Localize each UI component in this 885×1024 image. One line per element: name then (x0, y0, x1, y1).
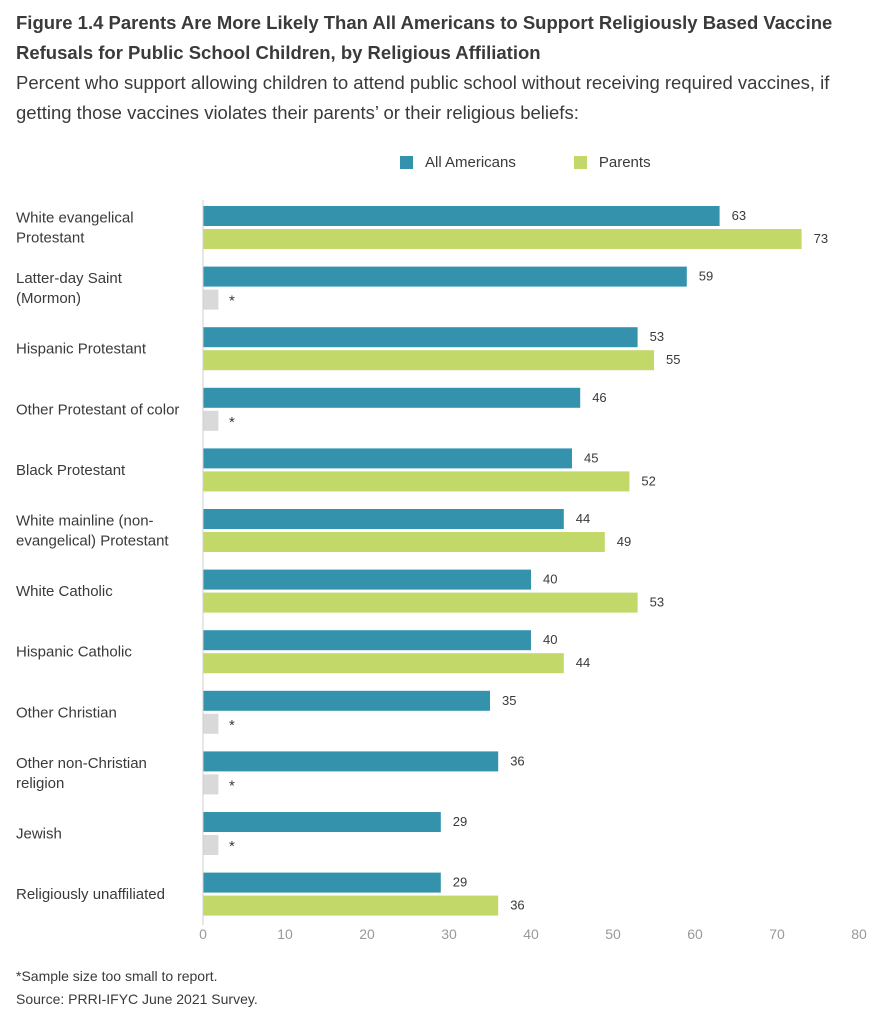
source-note: Source: PRRI-IFYC June 2021 Survey. (16, 991, 258, 1007)
legend-swatch-all-americans (400, 156, 413, 169)
category-label: Hispanic Protestant (16, 341, 147, 358)
bar-parents (203, 229, 802, 249)
data-label-all-americans: 46 (592, 390, 606, 405)
data-label-all-americans: 29 (453, 875, 467, 890)
bar-all-americans (203, 569, 531, 590)
data-label-parents: 36 (510, 898, 524, 913)
legend-swatch-parents (573, 156, 587, 169)
x-tick-label: 70 (769, 926, 785, 942)
bar-all-americans (203, 872, 441, 893)
category-label: White mainline (non-evangelical) Protest… (16, 513, 169, 550)
data-label-all-americans: 35 (502, 693, 516, 708)
data-label-all-americans: 59 (699, 269, 713, 284)
bar-all-americans (203, 206, 720, 226)
legend-item-all-americans: All Americans (400, 154, 516, 171)
not-reported-marker: * (229, 293, 235, 310)
x-tick-label: 80 (851, 926, 867, 942)
bar-parents-not-reported (203, 774, 219, 795)
data-label-all-americans: 29 (453, 814, 467, 829)
data-label-all-americans: 63 (732, 208, 746, 223)
category-label: Religiously unaffiliated (16, 886, 165, 903)
bar-parents-not-reported (203, 835, 219, 855)
bar-all-americans (203, 630, 531, 651)
data-label-all-americans: 40 (543, 632, 557, 647)
x-tick-label: 40 (523, 926, 539, 942)
data-label-all-americans: 36 (510, 753, 524, 768)
x-tick-label: 20 (359, 926, 375, 942)
bar-all-americans (203, 448, 572, 469)
data-label-all-americans: 45 (584, 450, 598, 465)
figure-title: Figure 1.4 Parents Are More Likely Than … (16, 12, 833, 63)
category-label: Other non-Christian religion (16, 755, 147, 792)
data-label-all-americans: 53 (650, 329, 664, 344)
footnote: *Sample size too small to report. (16, 968, 218, 984)
figure-subtitle: Percent who support allowing children to… (16, 72, 830, 123)
bar-parents-not-reported (203, 410, 219, 431)
bar-all-americans (203, 266, 687, 287)
bar-parents (203, 895, 499, 916)
bar-parents (203, 653, 564, 674)
bar-all-americans (203, 509, 564, 529)
bar-all-americans (203, 812, 441, 832)
bar-parents (203, 532, 605, 552)
category-label: Other Protestant of color (16, 401, 179, 418)
x-tick-label: 30 (441, 926, 457, 942)
data-label-parents: 52 (641, 473, 655, 488)
bar-chart: White evangelical Protestant 63 73 Latter-da… (16, 200, 867, 942)
bar-all-americans (203, 387, 581, 408)
bar-parents-not-reported (203, 289, 219, 310)
bar-parents (203, 471, 630, 492)
bar-all-americans (203, 690, 490, 711)
category-label: Other Christian (16, 704, 117, 721)
not-reported-marker: * (229, 414, 235, 431)
data-label-parents: 53 (650, 595, 664, 610)
data-label-parents: 44 (576, 655, 590, 670)
data-label-parents: 49 (617, 534, 631, 549)
category-label: White Catholic (16, 583, 113, 600)
bar-all-americans (203, 751, 499, 772)
data-label-all-americans: 40 (543, 572, 557, 587)
bar-parents (203, 350, 654, 371)
category-label: Jewish (16, 826, 62, 843)
category-label: Hispanic Catholic (16, 644, 132, 661)
legend-label-parents: Parents (598, 154, 651, 171)
x-tick-label: 0 (199, 926, 207, 942)
category-label: Latter-day Saint (Mormon) (16, 270, 123, 307)
data-label-parents: 55 (666, 352, 680, 367)
bar-parents (203, 592, 638, 613)
x-tick-label: 50 (605, 926, 621, 942)
data-label-parents: 73 (814, 231, 828, 246)
x-tick-label: 10 (277, 926, 293, 942)
category-label: White evangelical Protestant (16, 210, 134, 247)
not-reported-marker: * (229, 777, 235, 794)
data-label-all-americans: 44 (576, 511, 590, 526)
not-reported-marker: * (229, 717, 235, 734)
not-reported-marker: * (229, 838, 235, 855)
bar-all-americans (203, 327, 638, 348)
chart-legend: All Americans Parents (400, 154, 709, 171)
legend-item-parents: Parents (573, 154, 651, 171)
x-tick-label: 60 (687, 926, 703, 942)
category-label: Black Protestant (16, 462, 126, 479)
legend-label-all-americans: All Americans (425, 154, 516, 171)
bar-parents-not-reported (203, 713, 219, 734)
